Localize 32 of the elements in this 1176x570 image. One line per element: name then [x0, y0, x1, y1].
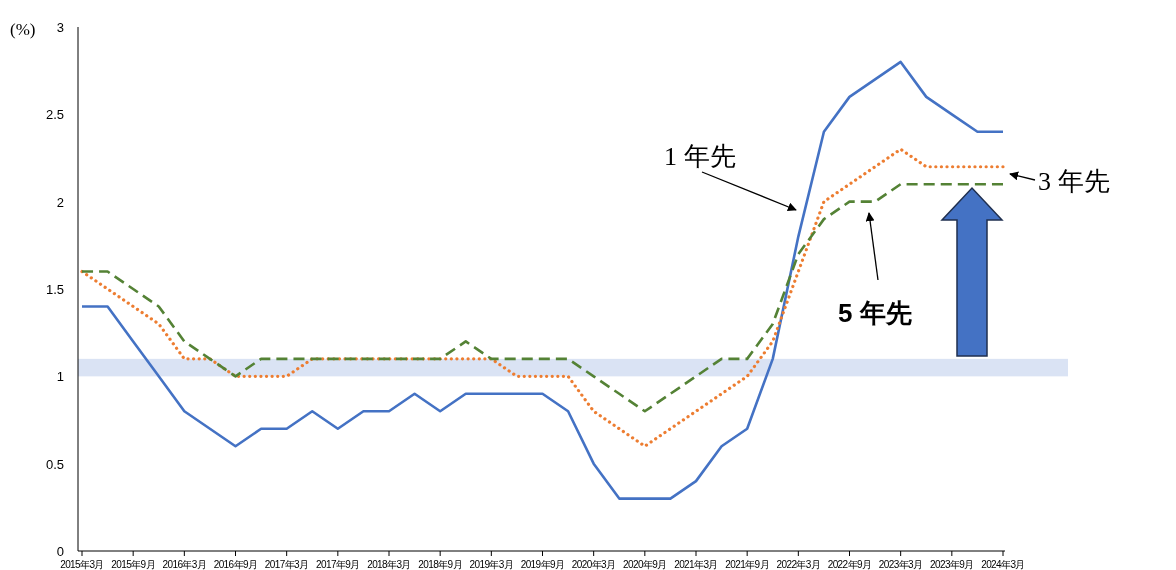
- line-series: [80, 182, 1005, 413]
- y-tick-label: 2: [56, 194, 64, 210]
- x-tick-label: 2019年9月: [520, 559, 565, 570]
- series-label: 3 年先: [1038, 167, 1110, 196]
- x-tick-label: 2015年9月: [111, 559, 155, 570]
- x-tick-label: 2021年9月: [725, 559, 769, 570]
- x-tick-label: 2017年3月: [264, 559, 309, 570]
- x-tick-label: 2024年3月: [981, 559, 1025, 570]
- x-tick-label: 2018年9月: [418, 559, 462, 570]
- y-tick-label: 3: [56, 20, 64, 35]
- y-axis-title: (%): [10, 20, 36, 39]
- x-tick-label: 2020年3月: [571, 559, 616, 570]
- x-tick-label: 2018年3月: [367, 559, 411, 570]
- x-tick-label: 2023年3月: [878, 559, 923, 570]
- text: 5 年先: [838, 298, 912, 328]
- x-tick-label: 2016年3月: [162, 559, 207, 570]
- x-tick-label: 2017年9月: [316, 559, 360, 570]
- x-tick-label: 2023年9月: [930, 559, 974, 570]
- x-tick-label: 2016年9月: [213, 559, 258, 570]
- y-tick-label: 1.5: [45, 282, 64, 297]
- text: 1 年先: [664, 142, 736, 171]
- x-tick-label: 2022年9月: [827, 559, 872, 570]
- x-tick-label: 2021年3月: [674, 559, 718, 570]
- x-tick-label: 2019年3月: [469, 559, 514, 570]
- y-tick-label: 2.5: [45, 107, 64, 123]
- x-tick-label: 2020年9月: [623, 559, 667, 570]
- x-tick-label: 2015年3月: [60, 559, 104, 570]
- line-series: [80, 60, 1005, 500]
- y-tick-label: 0.5: [45, 456, 64, 472]
- y-tick-label: 0: [56, 544, 64, 559]
- x-tick-label: 2022年3月: [776, 559, 821, 570]
- y-tick-label: 1: [56, 369, 64, 385]
